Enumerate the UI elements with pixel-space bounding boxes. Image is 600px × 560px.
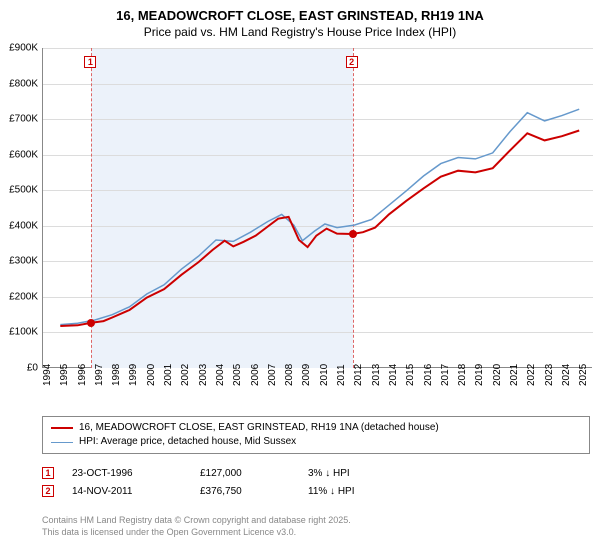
- x-tick-label: 1994: [42, 364, 53, 386]
- y-tick-label: £900K: [9, 43, 38, 54]
- x-tick-label: 2022: [526, 364, 537, 386]
- x-tick-label: 2016: [423, 364, 434, 386]
- footnote-line1: Contains HM Land Registry data © Crown c…: [42, 514, 351, 526]
- x-tick-label: 2024: [561, 364, 572, 386]
- x-tick-label: 2000: [146, 364, 157, 386]
- footnote: Contains HM Land Registry data © Crown c…: [42, 514, 351, 538]
- x-tick-label: 2008: [284, 364, 295, 386]
- chart-subtitle: Price paid vs. HM Land Registry's House …: [0, 25, 600, 39]
- legend-item: 16, MEADOWCROFT CLOSE, EAST GRINSTEAD, R…: [51, 421, 581, 435]
- x-tick-label: 2011: [336, 364, 347, 386]
- sales-diff: 3% ↓ HPI: [308, 468, 398, 479]
- x-tick-label: 2006: [250, 364, 261, 386]
- x-tick-label: 2012: [353, 364, 364, 386]
- plot-area: [42, 48, 592, 368]
- sales-marker: 1: [42, 467, 54, 479]
- sales-marker: 2: [42, 485, 54, 497]
- series-line: [60, 109, 579, 324]
- legend-swatch: [51, 442, 73, 443]
- x-tick-label: 2003: [198, 364, 209, 386]
- y-tick-label: £700K: [9, 114, 38, 125]
- y-tick-label: £400K: [9, 220, 38, 231]
- sales-table: 1 23-OCT-1996 £127,000 3% ↓ HPI 2 14-NOV-2011…: [42, 464, 590, 500]
- y-tick-label: £100K: [9, 327, 38, 338]
- sales-price: £127,000: [200, 468, 290, 479]
- x-tick-label: 1996: [77, 364, 88, 386]
- sale-marker-box: 2: [346, 56, 358, 68]
- y-tick-label: £600K: [9, 149, 38, 160]
- x-tick-label: 2009: [301, 364, 312, 386]
- chart: £0£100K£200K£300K£400K£500K£600K£700K£80…: [42, 48, 592, 388]
- sale-marker-box: 1: [84, 56, 96, 68]
- sales-row: 2 14-NOV-2011 £376,750 11% ↓ HPI: [42, 482, 590, 500]
- x-tick-label: 2017: [440, 364, 451, 386]
- footnote-line2: This data is licensed under the Open Gov…: [42, 526, 351, 538]
- y-tick-label: £500K: [9, 185, 38, 196]
- y-tick-label: £800K: [9, 78, 38, 89]
- x-tick-label: 2025: [578, 364, 589, 386]
- x-tick-label: 1999: [128, 364, 139, 386]
- legend-item: HPI: Average price, detached house, Mid …: [51, 435, 581, 449]
- x-tick-label: 1998: [111, 364, 122, 386]
- x-tick-label: 1997: [94, 364, 105, 386]
- line-series: [43, 48, 593, 368]
- legend-label: 16, MEADOWCROFT CLOSE, EAST GRINSTEAD, R…: [79, 421, 439, 435]
- y-tick-label: £0: [27, 363, 38, 374]
- sales-diff: 11% ↓ HPI: [308, 486, 398, 497]
- y-tick-label: £200K: [9, 291, 38, 302]
- x-tick-label: 2004: [215, 364, 226, 386]
- x-tick-label: 2013: [371, 364, 382, 386]
- sales-date: 14-NOV-2011: [72, 486, 182, 497]
- x-tick-label: 2015: [405, 364, 416, 386]
- x-tick-label: 2020: [492, 364, 503, 386]
- legend: 16, MEADOWCROFT CLOSE, EAST GRINSTEAD, R…: [42, 416, 590, 454]
- sales-row: 1 23-OCT-1996 £127,000 3% ↓ HPI: [42, 464, 590, 482]
- x-tick-label: 2014: [388, 364, 399, 386]
- legend-label: HPI: Average price, detached house, Mid …: [79, 435, 296, 449]
- sales-date: 23-OCT-1996: [72, 468, 182, 479]
- price-dot: [87, 319, 95, 327]
- y-tick-label: £300K: [9, 256, 38, 267]
- x-tick-label: 2023: [544, 364, 555, 386]
- x-tick-label: 1995: [59, 364, 70, 386]
- x-tick-label: 2019: [474, 364, 485, 386]
- x-tick-label: 2001: [163, 364, 174, 386]
- legend-swatch: [51, 427, 73, 429]
- x-tick-label: 2007: [267, 364, 278, 386]
- x-tick-label: 2002: [180, 364, 191, 386]
- x-tick-label: 2010: [319, 364, 330, 386]
- sales-price: £376,750: [200, 486, 290, 497]
- chart-title-address: 16, MEADOWCROFT CLOSE, EAST GRINSTEAD, R…: [0, 8, 600, 23]
- x-tick-label: 2021: [509, 364, 520, 386]
- x-tick-label: 2018: [457, 364, 468, 386]
- price-dot: [349, 230, 357, 238]
- x-tick-label: 2005: [232, 364, 243, 386]
